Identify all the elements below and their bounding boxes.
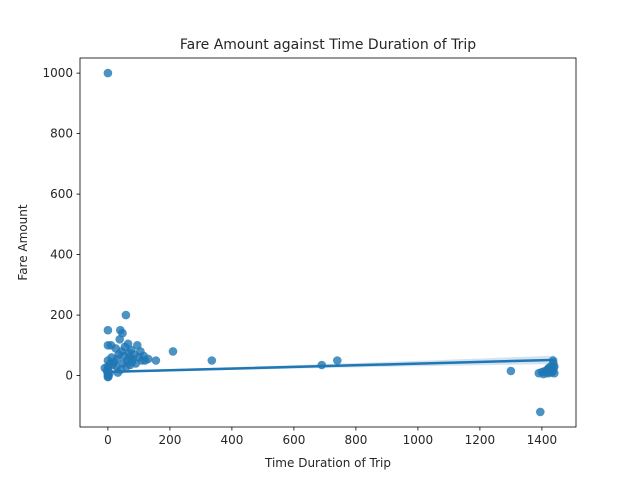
x-tick-label: 1200: [465, 433, 496, 447]
data-point: [333, 356, 342, 365]
data-point: [207, 356, 217, 365]
data-point: [151, 356, 161, 365]
x-axis-label: Time Duration of Trip: [264, 456, 391, 470]
data-point: [103, 325, 113, 335]
data-point: [549, 359, 558, 368]
data-point: [536, 407, 545, 417]
x-tick-label: 200: [158, 433, 181, 447]
y-tick-label: 0: [65, 369, 73, 383]
y-tick-label: 800: [50, 127, 73, 141]
y-tick-label: 1000: [42, 66, 73, 80]
x-tick-label: 800: [344, 433, 367, 447]
x-tick-label: 0: [104, 433, 112, 447]
plot-frame: [79, 57, 577, 428]
data-point: [103, 68, 113, 78]
x-axis-ticks: 0 200 400 600 800 1000 1200 1400: [104, 427, 557, 447]
data-point: [118, 328, 127, 338]
y-axis-ticks: 0 200 400 600 800 1000: [42, 66, 80, 383]
x-tick-label: 400: [220, 433, 243, 447]
data-point: [168, 347, 178, 356]
y-tick-label: 200: [50, 308, 73, 322]
data-point: [143, 354, 153, 364]
data-point: [121, 310, 131, 320]
x-tick-label: 1400: [527, 433, 558, 447]
data-point: [506, 366, 516, 376]
y-axis-label: Fare Amount: [16, 204, 30, 280]
chart-title: Fare Amount against Time Duration of Tri…: [180, 37, 476, 53]
regression-line: [103, 358, 556, 374]
data-point: [550, 368, 559, 378]
regression-line-layer: [103, 358, 556, 374]
y-tick-label: 400: [50, 248, 73, 262]
x-tick-label: 1000: [403, 433, 434, 447]
x-tick-label: 600: [282, 433, 305, 447]
y-tick-label: 600: [50, 187, 73, 201]
